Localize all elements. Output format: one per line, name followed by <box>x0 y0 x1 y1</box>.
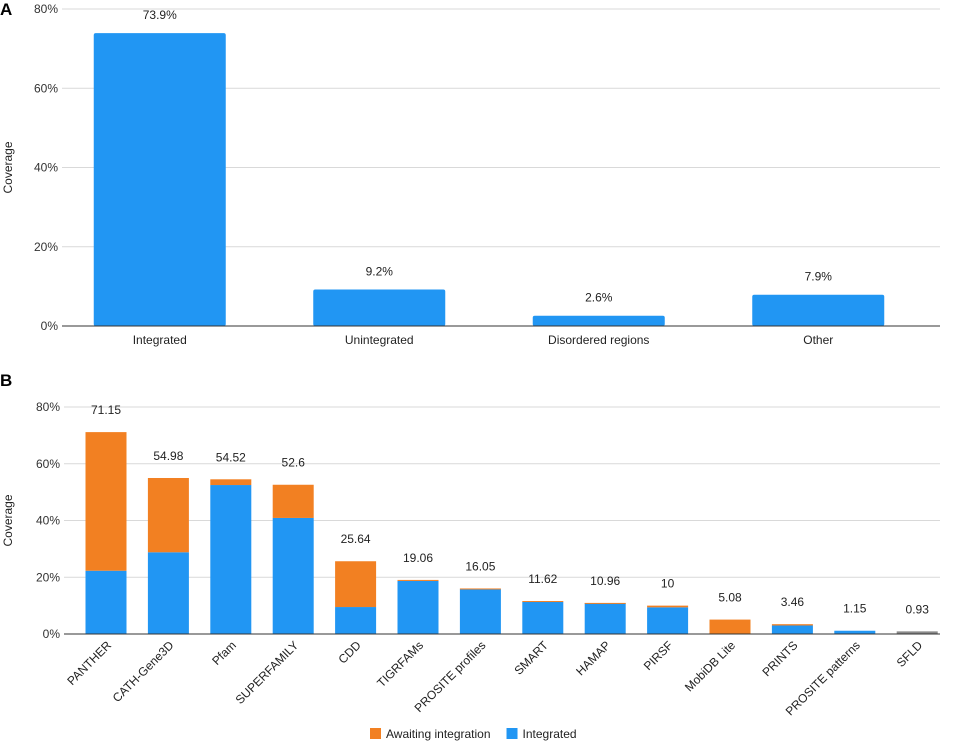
x-tick-label: SMART <box>511 638 551 678</box>
x-tick-label: PANTHER <box>64 638 114 688</box>
x-tick-label: Pfam <box>209 638 239 668</box>
data-label: 1.15 <box>843 602 867 616</box>
y-tick-label: 80% <box>36 400 60 414</box>
data-label: 9.2% <box>366 265 394 279</box>
bar-segment-integrated <box>147 552 189 634</box>
bar-segment-awaiting-integration <box>459 588 501 590</box>
legend-swatch <box>506 728 518 739</box>
data-label: 19.06 <box>403 551 433 565</box>
bar-segment-awaiting-integration <box>709 619 751 634</box>
data-label: 7.9% <box>805 270 833 284</box>
y-tick-label: 0% <box>41 319 59 333</box>
x-tick-label: CATH-Gene3D <box>110 638 177 705</box>
y-tick-label: 40% <box>34 161 58 175</box>
data-label: 71.15 <box>91 403 121 417</box>
data-label: 0.93 <box>906 602 930 616</box>
bar-segment-integrated <box>335 607 377 634</box>
data-label: 73.9% <box>143 8 177 22</box>
data-label: 10.96 <box>590 574 620 588</box>
bar-segment-integrated <box>771 625 813 634</box>
data-label: 10 <box>661 577 675 591</box>
data-label: 3.46 <box>781 595 805 609</box>
bar-segment-awaiting-integration <box>85 432 127 571</box>
data-label: 16.05 <box>465 559 495 573</box>
panel-label-A: A <box>0 0 12 19</box>
x-tick-label: HAMAP <box>573 638 613 678</box>
x-tick-label: MobiDB Lite <box>682 638 738 694</box>
bar-segment-integrated <box>272 517 314 634</box>
y-tick-label: 60% <box>34 81 58 95</box>
bar-segment-integrated <box>210 485 252 634</box>
bar-segment-awaiting-integration <box>584 602 626 604</box>
legend-swatch <box>370 728 381 739</box>
bar-segment-awaiting-integration <box>335 561 377 608</box>
data-label: 25.64 <box>341 532 371 546</box>
bar-segment-integrated <box>584 603 626 634</box>
bar-segment-awaiting-integration <box>272 484 314 518</box>
y-tick-label: 20% <box>36 570 60 584</box>
bar-integrated <box>93 33 226 326</box>
x-tick-label: Unintegrated <box>345 333 414 347</box>
bar-segment-integrated <box>647 607 689 634</box>
bar-unintegrated <box>313 289 446 326</box>
bar-segment-awaiting-integration <box>647 605 689 608</box>
legend-label: Awaiting integration <box>386 727 491 741</box>
x-tick-label: SFLD <box>894 638 926 670</box>
y-tick-label: 20% <box>34 240 58 254</box>
bar-segment-awaiting-integration <box>397 579 439 581</box>
bar-segment-integrated <box>397 580 439 634</box>
bar-segment-awaiting-integration <box>771 624 813 626</box>
bar-segment-other <box>896 631 938 634</box>
data-label: 11.62 <box>528 572 557 586</box>
bar-segment-integrated <box>85 570 127 634</box>
y-axis-title: Coverage <box>1 141 15 193</box>
x-tick-label: TIGRFAMs <box>374 638 426 690</box>
bar-disordered-regions <box>532 315 665 326</box>
x-tick-label: Integrated <box>133 333 187 347</box>
bar-segment-awaiting-integration <box>210 479 252 486</box>
y-tick-label: 60% <box>36 457 60 471</box>
x-tick-label: Other <box>803 333 833 347</box>
y-axis-title: Coverage <box>1 494 15 546</box>
data-label: 54.98 <box>153 449 183 463</box>
x-tick-label: PIRSF <box>641 638 676 673</box>
bar-segment-integrated <box>522 601 564 634</box>
panel-label-B: B <box>0 371 12 390</box>
bar-segment-awaiting-integration <box>147 477 189 553</box>
x-tick-label: Disordered regions <box>548 333 649 347</box>
bar-segment-integrated <box>834 630 876 634</box>
y-tick-label: 40% <box>36 514 60 528</box>
bar-other <box>752 294 885 326</box>
legend-label: Integrated <box>523 727 577 741</box>
x-tick-label: CDD <box>335 638 364 667</box>
y-tick-label: 80% <box>34 2 58 16</box>
x-tick-label: PRINTS <box>759 638 800 679</box>
data-label: 52.6 <box>282 456 306 470</box>
bar-segment-awaiting-integration <box>522 601 564 603</box>
data-label: 5.08 <box>718 591 742 605</box>
data-label: 2.6% <box>585 291 613 305</box>
y-tick-label: 0% <box>43 627 61 641</box>
x-tick-label: SUPERFAMILY <box>233 638 302 707</box>
data-label: 54.52 <box>216 450 246 464</box>
bar-segment-integrated <box>459 589 501 634</box>
